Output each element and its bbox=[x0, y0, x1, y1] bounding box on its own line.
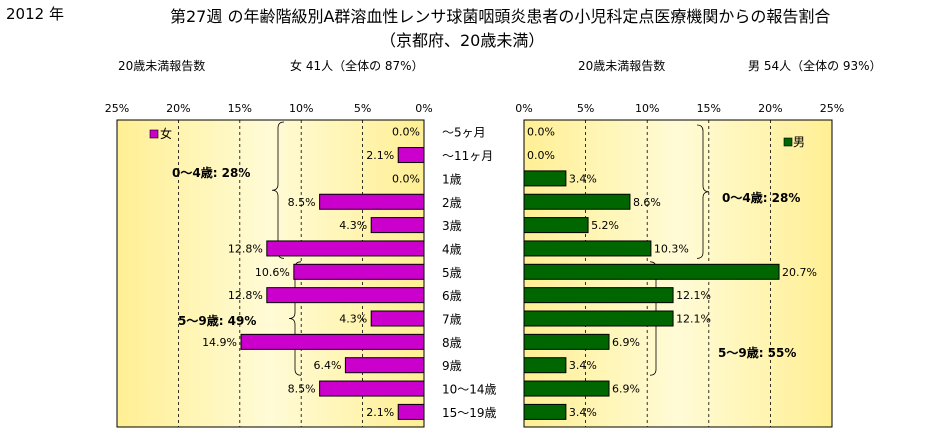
female-legend-swatch bbox=[149, 129, 159, 139]
female-data-label: 4.3% bbox=[339, 313, 367, 326]
male-bar bbox=[523, 240, 652, 257]
male-data-label: 0.0% bbox=[527, 126, 555, 139]
female-bar bbox=[370, 310, 425, 327]
female-bar bbox=[319, 193, 425, 210]
age-category-label: 3歳 bbox=[442, 219, 462, 233]
female-tick-label: 25% bbox=[105, 102, 129, 115]
female-tick-label: 20% bbox=[166, 102, 190, 115]
female-bar bbox=[293, 263, 425, 280]
male-data-label: 3.4% bbox=[569, 359, 597, 372]
year-label: 2012 年 bbox=[6, 5, 64, 23]
female-data-label: 4.3% bbox=[339, 219, 367, 232]
male-bar bbox=[523, 170, 567, 187]
female-bar bbox=[240, 333, 425, 350]
female-data-label: 12.8% bbox=[228, 289, 263, 302]
male-data-label: 6.9% bbox=[612, 336, 640, 349]
male-data-label: 12.1% bbox=[676, 313, 711, 326]
female-bar bbox=[319, 380, 425, 397]
male-data-label: 6.9% bbox=[612, 383, 640, 396]
female-total: 女 41人（全体の 87%） bbox=[290, 59, 424, 73]
age-category-label: ～11ヶ月 bbox=[442, 149, 493, 163]
age-category-label: 2歳 bbox=[442, 196, 462, 210]
female-data-label: 2.1% bbox=[366, 149, 394, 162]
female-data-label: 8.5% bbox=[288, 383, 316, 396]
male-bar bbox=[523, 310, 674, 327]
male-tick-label: 5% bbox=[577, 102, 594, 115]
female-bar bbox=[370, 217, 425, 234]
female-count-label: 20歳未満報告数 bbox=[118, 59, 206, 73]
chart-subtitle: （京都府、20歳未満） bbox=[380, 31, 545, 50]
male-data-label: 12.1% bbox=[676, 289, 711, 302]
female-legend-label: 女 bbox=[160, 126, 172, 141]
age-category-label: 4歳 bbox=[442, 242, 462, 256]
age-category-label: 8歳 bbox=[442, 336, 462, 350]
age-category-label: 10～14歳 bbox=[442, 383, 497, 397]
male-data-label: 10.3% bbox=[654, 242, 689, 255]
female-data-label: 12.8% bbox=[228, 242, 263, 255]
female-bar bbox=[266, 287, 425, 304]
age-category-label: ～5ヶ月 bbox=[442, 126, 486, 140]
age-category-label: 7歳 bbox=[442, 313, 462, 327]
age-category-label: 15～19歳 bbox=[442, 406, 497, 420]
female-bar bbox=[397, 147, 425, 164]
male-bar bbox=[523, 380, 610, 397]
age-category-label: 9歳 bbox=[442, 359, 462, 373]
male-tick-label: 15% bbox=[697, 102, 721, 115]
female-data-label: 0.0% bbox=[392, 172, 420, 185]
female-bar bbox=[266, 240, 425, 257]
male-bar bbox=[523, 263, 780, 280]
female-tick-label: 5% bbox=[354, 102, 371, 115]
male-bar bbox=[523, 217, 589, 234]
female-bar bbox=[397, 403, 425, 420]
female-data-label: 10.6% bbox=[255, 266, 290, 279]
female-data-label: 2.1% bbox=[366, 406, 394, 419]
male-tick-label: 25% bbox=[820, 102, 844, 115]
male-brace-0-4 bbox=[696, 124, 710, 259]
male-bar bbox=[523, 333, 610, 350]
male-data-label: 5.2% bbox=[591, 219, 619, 232]
male-data-label: 8.6% bbox=[633, 196, 661, 209]
age-category-label: 6歳 bbox=[442, 289, 462, 303]
female-annotation-5-9: 5～9歳: 49% bbox=[178, 313, 256, 328]
female-annotation-0-4: 0～4歳: 28% bbox=[172, 165, 250, 180]
male-bar bbox=[523, 287, 674, 304]
female-tick-label: 10% bbox=[289, 102, 313, 115]
age-category-label: 1歳 bbox=[442, 172, 462, 186]
male-annotation-5-9: 5～9歳: 55% bbox=[718, 345, 796, 360]
female-data-label: 0.0% bbox=[392, 126, 420, 139]
age-category-label: 5歳 bbox=[442, 266, 462, 280]
female-bar bbox=[344, 357, 425, 374]
male-count-label: 20歳未満報告数 bbox=[578, 59, 666, 73]
male-bar bbox=[523, 193, 631, 210]
female-data-label: 8.5% bbox=[288, 196, 316, 209]
male-legend-label: 男 bbox=[793, 135, 805, 149]
female-tick-label: 15% bbox=[228, 102, 252, 115]
male-tick-label: 20% bbox=[758, 102, 782, 115]
male-bar bbox=[523, 357, 567, 374]
male-data-label: 0.0% bbox=[527, 149, 555, 162]
female-data-label: 14.9% bbox=[202, 336, 237, 349]
male-annotation-0-4: 0～4歳: 28% bbox=[722, 190, 800, 205]
chart-title: 第27週 の年齢階級別A群溶血性レンサ球菌咽頭炎患者の小児科定点医療機関からの報… bbox=[170, 7, 831, 26]
male-total: 男 54人（全体の 93%） bbox=[748, 59, 882, 73]
male-bar bbox=[523, 403, 567, 420]
male-data-label: 20.7% bbox=[782, 266, 817, 279]
male-tick-label: 0% bbox=[515, 102, 532, 115]
male-data-label: 3.4% bbox=[569, 172, 597, 185]
female-data-label: 6.4% bbox=[313, 359, 341, 372]
male-tick-label: 10% bbox=[635, 102, 659, 115]
female-tick-label: 0% bbox=[415, 102, 432, 115]
male-data-label: 3.4% bbox=[569, 406, 597, 419]
male-legend-swatch bbox=[783, 137, 793, 147]
